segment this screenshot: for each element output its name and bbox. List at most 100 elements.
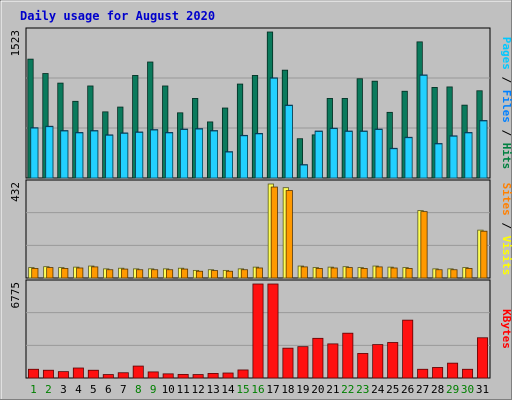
bar-sites-28 bbox=[435, 269, 443, 279]
x-tick-label: 21 bbox=[326, 383, 339, 396]
bar-kbytes-16 bbox=[252, 283, 264, 379]
bar-kbytes-17 bbox=[267, 283, 279, 379]
bar-sites-17 bbox=[270, 186, 278, 279]
bar-sites-13 bbox=[210, 270, 218, 279]
bar-sites-10 bbox=[165, 269, 174, 279]
bar-sites-29 bbox=[450, 269, 458, 279]
bar-kbytes-28 bbox=[432, 367, 444, 379]
bar-pages-13 bbox=[209, 130, 218, 179]
bar-pages-31 bbox=[479, 120, 488, 179]
bar-kbytes-27 bbox=[417, 368, 429, 379]
x-tick-label: 24 bbox=[371, 383, 385, 396]
bar-sites-27 bbox=[420, 211, 428, 279]
bar-sites-5 bbox=[91, 266, 99, 279]
bar-kbytes-18 bbox=[282, 347, 294, 379]
x-tick-label: 29 bbox=[446, 383, 459, 396]
bar-sites-16 bbox=[255, 267, 263, 279]
bar-kbytes-13 bbox=[207, 373, 219, 379]
x-tick-label: 27 bbox=[416, 383, 429, 396]
bar-pages-15 bbox=[239, 135, 248, 179]
x-tick-label: 8 bbox=[135, 383, 142, 396]
bar-pages-4 bbox=[75, 132, 84, 179]
bar-pages-9 bbox=[150, 129, 159, 179]
legend-part-2: Visits bbox=[500, 236, 512, 276]
bar-sites-7 bbox=[121, 268, 129, 279]
bar-sites-2 bbox=[46, 267, 54, 279]
bar-kbytes-4 bbox=[72, 367, 84, 379]
panels: 1523 Pages / Files / Hits 432 Sites / Visit… bbox=[9, 27, 512, 379]
x-tick-label: 6 bbox=[105, 383, 112, 396]
bar-sites-22 bbox=[345, 267, 353, 279]
x-tick-label: 31 bbox=[476, 383, 489, 396]
x-tick-label: 16 bbox=[251, 383, 264, 396]
bar-kbytes-23 bbox=[357, 353, 369, 379]
bar-pages-8 bbox=[135, 132, 144, 179]
bar-pages-28 bbox=[434, 143, 443, 179]
bar-kbytes-22 bbox=[342, 332, 354, 379]
bar-sites-18 bbox=[285, 190, 293, 279]
bar-kbytes-26 bbox=[402, 319, 414, 379]
bar-kbytes-6 bbox=[102, 374, 114, 379]
legend-part-0: KBytes bbox=[500, 309, 512, 349]
series-pages bbox=[30, 75, 488, 179]
bar-sites-31 bbox=[480, 230, 488, 279]
bar-sites-30 bbox=[465, 268, 473, 279]
bar-pages-14 bbox=[224, 151, 233, 179]
panel-kbytes: 6775 KBytes bbox=[9, 279, 512, 379]
series-sites bbox=[31, 186, 488, 279]
bar-pages-24 bbox=[374, 129, 383, 179]
x-tick-label: 4 bbox=[75, 383, 82, 396]
bar-sites-4 bbox=[76, 267, 84, 279]
x-tick-label: 12 bbox=[192, 383, 205, 396]
x-tick-label: 15 bbox=[236, 383, 249, 396]
bar-kbytes-25 bbox=[387, 342, 399, 379]
legend-part-1: / bbox=[500, 70, 512, 90]
bar-sites-3 bbox=[61, 268, 69, 279]
x-tick-label: 22 bbox=[341, 383, 354, 396]
bar-pages-17 bbox=[269, 77, 278, 179]
x-tick-label: 28 bbox=[431, 383, 444, 396]
bar-sites-26 bbox=[405, 268, 413, 279]
bar-kbytes-9 bbox=[147, 371, 159, 379]
bar-pages-2 bbox=[45, 126, 54, 179]
bar-pages-7 bbox=[120, 133, 129, 179]
bar-sites-23 bbox=[360, 268, 368, 279]
bar-kbytes-2 bbox=[42, 369, 54, 379]
bar-pages-21 bbox=[329, 128, 338, 179]
bar-kbytes-5 bbox=[87, 369, 99, 379]
bar-sites-9 bbox=[151, 269, 159, 279]
bar-kbytes-20 bbox=[312, 337, 324, 379]
bar-sites-8 bbox=[136, 269, 144, 279]
bar-kbytes-10 bbox=[162, 373, 174, 379]
bar-pages-6 bbox=[105, 134, 114, 179]
legend-part-2: Files bbox=[500, 90, 512, 123]
bar-pages-22 bbox=[344, 131, 353, 179]
bar-pages-26 bbox=[404, 137, 413, 179]
legend-part-1: / bbox=[500, 216, 512, 236]
x-tick-label: 11 bbox=[177, 383, 190, 396]
panel-sites-visits: 432 Sites / Visits bbox=[9, 179, 512, 279]
bar-pages-25 bbox=[389, 148, 398, 179]
bar-kbytes-1 bbox=[27, 368, 39, 379]
bar-sites-24 bbox=[375, 266, 383, 279]
bar-kbytes-8 bbox=[132, 365, 144, 379]
bar-pages-19 bbox=[299, 164, 308, 179]
x-tick-label: 23 bbox=[356, 383, 369, 396]
legend-part-0: Sites bbox=[500, 183, 512, 216]
legend-part-3: / bbox=[500, 123, 512, 143]
bar-sites-12 bbox=[195, 270, 204, 279]
bar-pages-11 bbox=[180, 129, 189, 179]
bar-sites-21 bbox=[330, 267, 338, 279]
bar-sites-15 bbox=[240, 269, 248, 279]
bar-sites-11 bbox=[180, 268, 189, 279]
bar-pages-18 bbox=[284, 105, 293, 179]
bar-pages-10 bbox=[165, 132, 174, 179]
bar-sites-6 bbox=[106, 269, 114, 279]
bar-sites-14 bbox=[225, 270, 233, 279]
panel-pages-files-hits: 1523 Pages / Files / Hits bbox=[9, 27, 512, 179]
y-max-label: 1523 bbox=[9, 30, 22, 57]
series-kbytes bbox=[27, 283, 489, 379]
y-max-label: 6775 bbox=[9, 282, 22, 309]
x-tick-label: 25 bbox=[386, 383, 399, 396]
